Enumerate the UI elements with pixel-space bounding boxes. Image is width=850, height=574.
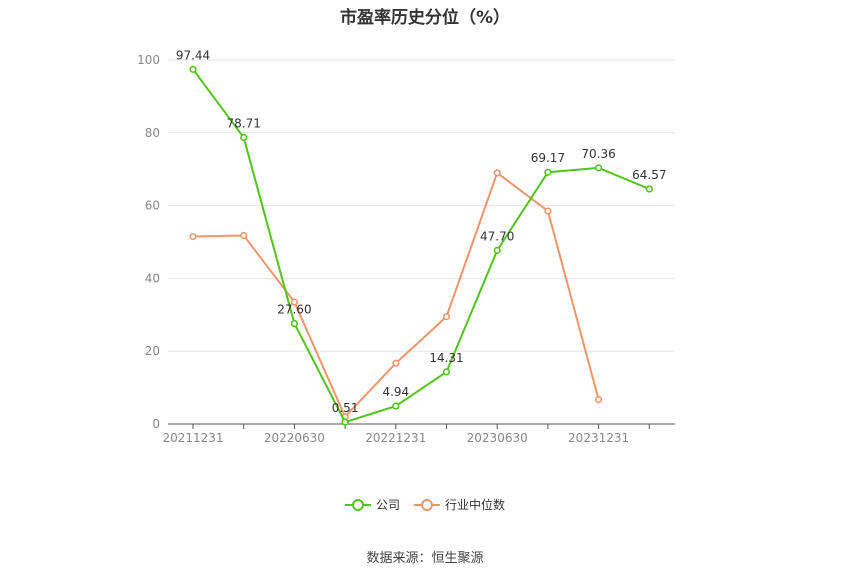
x-tick-label: 20211231 — [162, 431, 223, 445]
data-point-company — [645, 185, 653, 193]
data-label-company: 70.36 — [581, 147, 615, 161]
legend-item-company[interactable]: 公司 — [344, 496, 400, 513]
x-tick-label: 20220630 — [264, 431, 325, 445]
data-label-company: 47.70 — [480, 229, 514, 243]
data-label-company: 14.31 — [429, 351, 463, 365]
data-point-industry-median — [240, 231, 248, 240]
source-note: 数据来源：恒生聚源 — [366, 551, 484, 566]
data-label-company: 4.94 — [382, 385, 409, 399]
data-label-company: 78.71 — [227, 116, 261, 130]
data-point-company — [290, 319, 299, 328]
data-point-industry-median — [290, 298, 299, 306]
data-point-company — [594, 164, 603, 172]
data-point-company — [189, 65, 197, 73]
data-labels: 97.44 78.71 27.60 0.51 4.94 14.31 47.70 69.17 70… — [176, 48, 667, 415]
legend-company-marker-icon — [344, 498, 371, 511]
data-point-company — [392, 402, 400, 410]
legend-industry-marker-icon — [414, 498, 440, 511]
legend-industry-label: 行业中位数 — [445, 498, 506, 512]
data-point-company — [240, 133, 248, 142]
series-lines — [189, 65, 653, 426]
legend: 公司 行业中位数 — [0, 496, 850, 513]
y-tick-label: 80 — [145, 126, 160, 140]
data-point-industry-median — [594, 396, 603, 404]
data-point-company — [341, 418, 349, 426]
data-label-company: 0.51 — [332, 401, 359, 415]
data-point-company — [544, 168, 552, 176]
data-label-company: 69.17 — [531, 151, 565, 165]
data-label-company: 27.60 — [277, 303, 311, 317]
chart-title: 市盈率历史分位（%） — [339, 8, 511, 28]
data-point-industry-median — [189, 232, 197, 241]
data-point-company — [442, 368, 451, 376]
y-tick-label: 20 — [145, 344, 160, 358]
series-line-company — [192, 68, 650, 424]
data-label-company: 97.44 — [176, 48, 210, 62]
x-tick-label: 20221231 — [365, 431, 426, 445]
x-tick-label: 20231231 — [568, 431, 629, 445]
legend-item-industry-median[interactable]: 行业中位数 — [414, 496, 505, 513]
y-tick-label: 0 — [152, 417, 160, 431]
data-point-industry-median — [544, 207, 552, 215]
data-point-industry-median — [392, 359, 400, 367]
data-point-industry-median — [493, 169, 501, 177]
data-label-company: 64.57 — [632, 168, 666, 182]
axes: 0 20 40 60 80 100 20211231 20220630 20221231 2023… — [137, 53, 675, 445]
y-tick-label: 100 — [137, 53, 160, 67]
legend-company-label: 公司 — [375, 498, 400, 512]
series-line-industry-median — [192, 171, 600, 418]
y-tick-label: 40 — [145, 271, 160, 285]
x-tick-label: 20230630 — [467, 431, 528, 445]
y-tick-label: 60 — [145, 199, 160, 213]
data-point-company — [493, 246, 501, 254]
grid-lines — [168, 59, 675, 352]
data-point-industry-median — [442, 313, 451, 321]
